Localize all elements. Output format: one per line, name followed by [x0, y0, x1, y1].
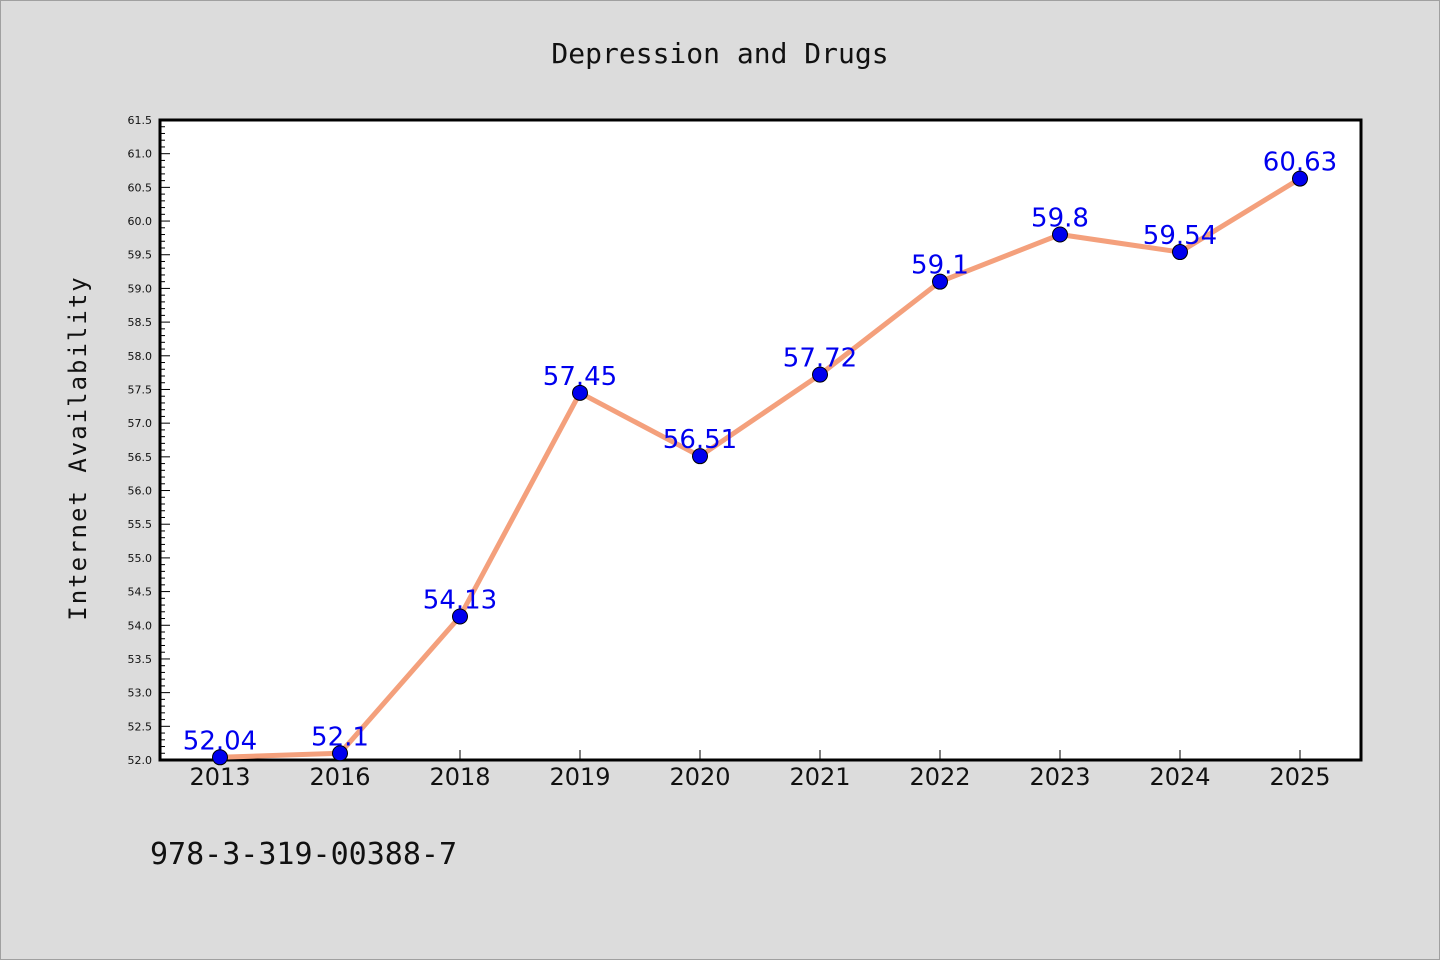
y-axis-label: Internet Availability	[64, 275, 92, 620]
data-label: 57.45	[543, 362, 617, 392]
data-label: 57.72	[783, 344, 857, 374]
data-label: 59.1	[911, 251, 969, 281]
y-tick-label: 53.0	[128, 687, 153, 700]
y-tick-label: 61.0	[128, 148, 153, 161]
x-tick-label: 2022	[909, 763, 970, 791]
y-tick-label: 60.0	[128, 215, 153, 228]
data-point	[932, 273, 948, 290]
data-point	[212, 749, 228, 766]
x-tick-label: 2024	[1149, 763, 1210, 791]
y-tick-label: 54.5	[128, 586, 153, 599]
y-tick-label: 53.5	[128, 653, 153, 666]
y-tick-label: 60.5	[128, 181, 153, 194]
y-tick-label: 57.5	[128, 383, 153, 396]
data-label: 59.54	[1143, 221, 1217, 251]
data-point	[1172, 244, 1188, 261]
y-tick-label: 58.5	[128, 316, 153, 329]
data-labels: 52.04 52.1 54.13 57.45 56.51 57.72 59.1 59.8 59.…	[183, 148, 1337, 757]
y-tick-label: 56.0	[128, 485, 153, 498]
x-tick-label: 2016	[309, 763, 370, 791]
plot-area	[158, 118, 1363, 762]
data-point	[332, 745, 348, 762]
data-label: 52.04	[183, 726, 257, 756]
data-point	[1292, 170, 1308, 187]
data-point	[692, 448, 708, 465]
data-point	[812, 366, 828, 383]
data-label: 56.51	[663, 425, 737, 455]
y-tick-label: 52.5	[128, 720, 153, 733]
y-tick-label: 61.5	[128, 114, 153, 127]
data-label: 59.8	[1031, 204, 1089, 234]
data-markers	[212, 170, 1308, 766]
series-line	[217, 176, 1303, 760]
y-tick-label: 54.0	[128, 619, 153, 632]
y-tick-label: 55.5	[128, 518, 153, 531]
data-label: 54.13	[423, 586, 497, 616]
x-tick-label: 2018	[429, 763, 490, 791]
x-tick-label: 2021	[789, 763, 850, 791]
data-label: 52.1	[311, 722, 369, 752]
data-point	[452, 608, 468, 625]
y-tick-label: 56.5	[128, 451, 153, 464]
footer-isbn: 978-3-319-00388-7	[150, 837, 457, 872]
y-tick-label: 59.0	[128, 282, 153, 295]
y-tick-label: 57.0	[128, 417, 153, 430]
x-tick-label: 2020	[669, 763, 730, 791]
x-tick-label: 2019	[549, 763, 610, 791]
y-tick-label: 58.0	[128, 350, 153, 363]
x-tick-label: 2025	[1269, 763, 1330, 791]
x-tick-label: 2023	[1029, 763, 1090, 791]
x-axis-ticks: 2013 2016 2018 2019 2020 2021 2022 2023 2024 2025	[189, 750, 1331, 791]
y-tick-label: 52.0	[128, 754, 153, 767]
y-tick-label: 55.0	[128, 552, 153, 565]
data-label: 60.63	[1263, 148, 1337, 178]
y-tick-label: 59.5	[128, 249, 153, 262]
y-axis-ticks: 52.0 52.5 53.0 53.5 54.0 54.5 55.0 55.5 56.0 56.5…	[128, 114, 170, 767]
chart-title: Depression and Drugs	[551, 37, 888, 70]
data-point	[1052, 226, 1068, 243]
x-tick-label: 2013	[189, 763, 250, 791]
data-point	[572, 384, 588, 401]
